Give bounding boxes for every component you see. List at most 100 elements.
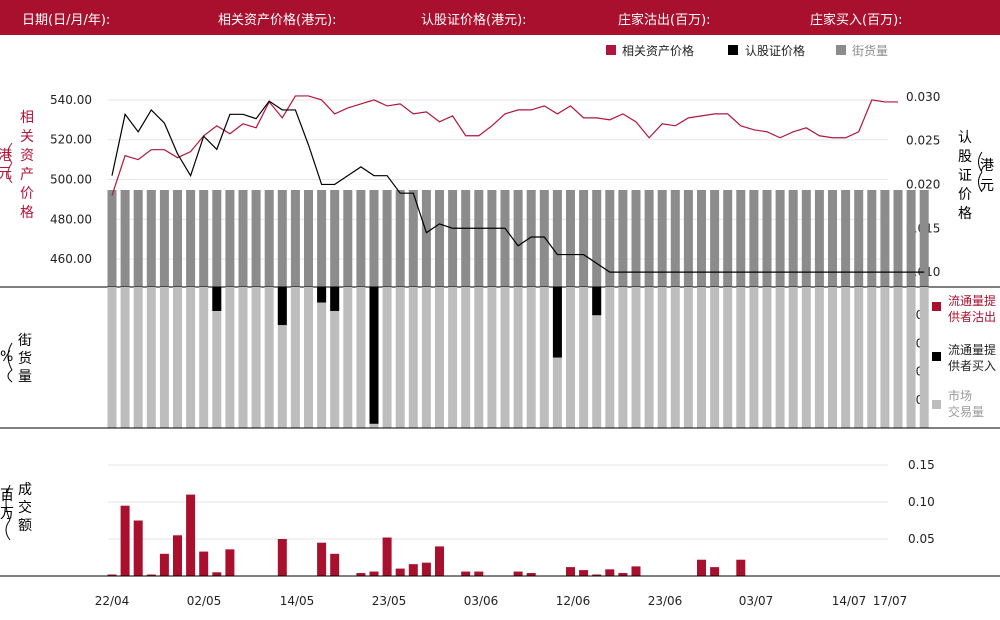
- header-warrant-label: 认股证价格(港元):: [421, 13, 527, 28]
- outstanding-bar: [526, 190, 536, 287]
- left-axis-tick: 480.00: [50, 212, 92, 226]
- right-axis-tick: 0.030: [906, 90, 940, 104]
- turnover-bar: [435, 546, 444, 576]
- outstanding-bar: [238, 190, 248, 287]
- outstanding-bar: [854, 190, 864, 287]
- outstanding-bar: [369, 190, 379, 287]
- market-volume-bar: [710, 287, 720, 428]
- outstanding-bar: [814, 190, 824, 287]
- header-date-label: 日期(日/月/年):: [22, 13, 111, 28]
- outstanding-bar: [841, 190, 851, 287]
- turnover-bar: [225, 549, 235, 576]
- turnover-bar: [395, 568, 405, 576]
- lp-bar: [552, 287, 562, 358]
- market-volume-bar: [461, 287, 471, 428]
- outstanding-bar: [251, 190, 261, 287]
- x-axis-tick: 03/06: [464, 594, 499, 608]
- right-axis-tick: 0.025: [906, 134, 940, 148]
- turnover-bar: [120, 505, 130, 576]
- market-volume-bar: [251, 287, 261, 428]
- x-axis-tick: 14/07: [832, 594, 867, 608]
- turnover-bar: [474, 571, 484, 576]
- outstanding-bar: [631, 190, 641, 287]
- x-axis-tick: 02/05: [187, 594, 222, 608]
- mid-title-char: 量: [18, 369, 32, 385]
- outstanding-bar: [762, 190, 772, 287]
- market-volume-bar: [133, 287, 143, 428]
- mid-title-char: 街: [18, 333, 32, 349]
- market-volume-bar: [330, 287, 340, 428]
- market-volume-bar: [631, 287, 641, 428]
- warrant-price-line: [111, 100, 925, 273]
- outstanding-bar: [382, 190, 392, 287]
- turnover-bar: [382, 537, 392, 576]
- market-volume-bar: [448, 287, 458, 428]
- underlying-price-line: [111, 95, 898, 196]
- left-title-char: 相: [20, 110, 34, 126]
- market-volume-bar: [880, 287, 890, 428]
- bottom-title-char: 交: [18, 499, 32, 516]
- right-unit-paren: [978, 151, 983, 193]
- market-volume-bar: [421, 287, 431, 428]
- outstanding-bar: [186, 190, 196, 287]
- outstanding-bar: [264, 190, 274, 287]
- market-volume-bar: [408, 287, 418, 428]
- outstanding-bar: [330, 190, 340, 287]
- market-volume-bar: [670, 287, 680, 428]
- left-unit-char: 元: [0, 166, 12, 182]
- outstanding-bar: [657, 190, 667, 287]
- legend-market-line2: 交易量: [948, 404, 984, 419]
- market-volume-bar: [801, 287, 811, 428]
- legend-warrant-swatch: [728, 45, 738, 55]
- outstanding-bar: [343, 190, 353, 287]
- left-title-char: 资: [20, 148, 34, 164]
- legend-lp-buy-line2: 供者买入: [948, 359, 996, 373]
- market-volume-bar: [159, 287, 169, 428]
- outstanding-bar: [408, 190, 418, 287]
- market-volume-bar: [435, 287, 444, 428]
- x-axis-tick: 22/04: [95, 594, 130, 608]
- outstanding-bar: [644, 190, 654, 287]
- turnover-bar: [618, 573, 628, 576]
- mid-unit-paren: [7, 342, 13, 383]
- legend-market-line1: 市场: [948, 388, 972, 403]
- right-unit-char: 港: [980, 158, 994, 174]
- outstanding-bar: [159, 190, 169, 287]
- market-volume-bar: [683, 287, 693, 428]
- outstanding-bar: [723, 190, 733, 287]
- left-axis-tick: 520.00: [50, 133, 92, 147]
- outstanding-bar: [225, 190, 235, 287]
- market-volume-bar: [657, 287, 667, 428]
- left-axis-tick: 540.00: [50, 93, 92, 107]
- market-volume-bar: [173, 287, 182, 428]
- lp-bar: [212, 287, 222, 311]
- turnover-bar: [710, 567, 720, 576]
- outstanding-bar: [579, 190, 589, 287]
- market-volume-bar: [841, 287, 851, 428]
- right-axis-tick: 0.020: [906, 177, 940, 191]
- bottom-title-char: 额: [18, 518, 32, 534]
- legend-market-swatch: [932, 400, 941, 409]
- market-volume-bar: [343, 287, 353, 428]
- turnover-bar: [356, 573, 366, 576]
- outstanding-bar: [893, 190, 903, 287]
- market-volume-bar: [212, 287, 222, 428]
- market-volume-bar: [290, 287, 300, 428]
- turnover-bar: [461, 571, 471, 576]
- lp-bar: [277, 287, 287, 326]
- market-volume-bar: [867, 287, 877, 428]
- turnover-bar: [173, 535, 182, 576]
- turnover-bar: [277, 539, 287, 576]
- bottom-unit-paren: [5, 484, 11, 541]
- market-volume-bar: [605, 287, 615, 428]
- bottom-unit-char: 万: [0, 506, 14, 522]
- outstanding-bar: [290, 190, 300, 287]
- turnover-bar: [579, 570, 589, 576]
- outstanding-bar: [304, 190, 313, 287]
- left-unit-char: 港: [0, 148, 12, 164]
- x-axis-tick: 03/07: [739, 594, 774, 608]
- market-volume-bar: [107, 287, 117, 428]
- market-volume-bar: [199, 287, 209, 428]
- outstanding-bar: [199, 190, 209, 287]
